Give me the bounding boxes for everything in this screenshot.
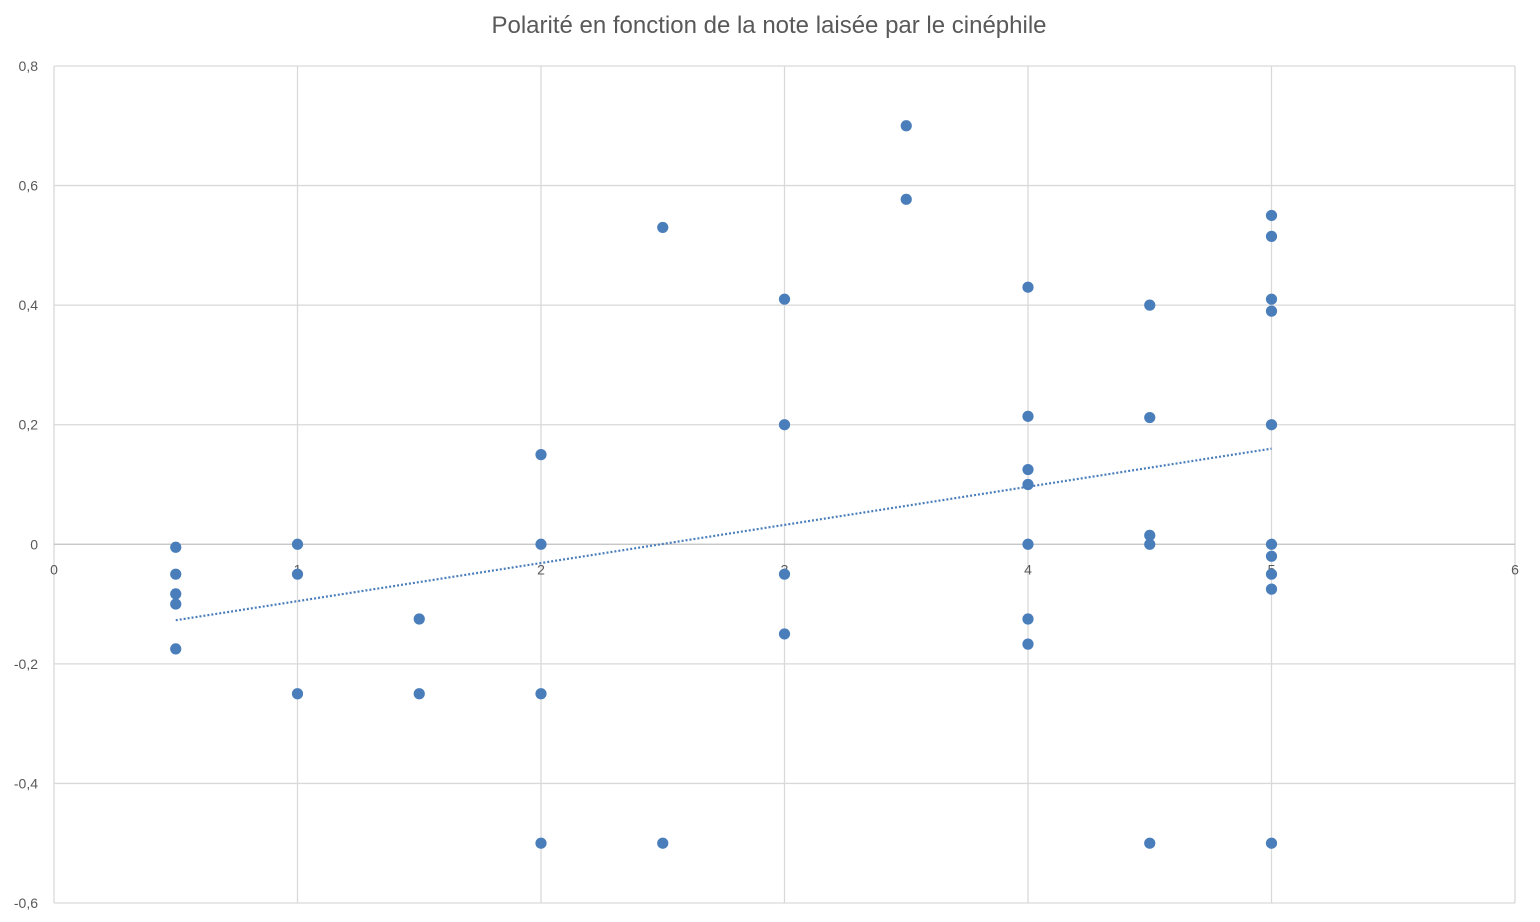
data-point xyxy=(535,837,547,849)
data-point xyxy=(1265,837,1278,849)
data-point xyxy=(535,538,547,550)
data-points xyxy=(170,120,1278,849)
data-point xyxy=(170,541,182,553)
data-point xyxy=(535,449,547,461)
data-point xyxy=(413,688,425,700)
y-tick-label: -0,2 xyxy=(14,656,38,672)
data-point xyxy=(291,538,304,550)
y-tick-label: 0,8 xyxy=(19,58,39,74)
y-tick-label: -0,6 xyxy=(14,895,38,911)
data-point xyxy=(1022,463,1034,476)
y-tick-label: 0,6 xyxy=(19,178,39,194)
chart-title: Polarité en fonction de la note laisée p… xyxy=(491,12,1046,39)
data-point xyxy=(1022,281,1034,293)
data-point xyxy=(170,598,182,610)
x-tick-label: 2 xyxy=(537,561,545,577)
data-point xyxy=(1144,411,1156,424)
data-point xyxy=(170,643,182,655)
gridlines xyxy=(53,65,1516,904)
data-point xyxy=(1022,638,1034,650)
data-point xyxy=(778,293,791,305)
x-tick-label: 4 xyxy=(1024,561,1032,577)
y-tick-label: 0,4 xyxy=(19,297,39,313)
data-point xyxy=(1144,529,1156,541)
data-point xyxy=(1144,837,1156,849)
data-point xyxy=(1265,538,1278,550)
data-point xyxy=(778,628,791,640)
data-point xyxy=(413,613,425,625)
data-point xyxy=(657,221,669,234)
y-tick-label: 0 xyxy=(30,536,38,552)
data-point xyxy=(1265,230,1278,242)
data-point xyxy=(1022,410,1034,422)
data-point xyxy=(1265,419,1278,431)
data-point xyxy=(1022,613,1034,625)
data-point xyxy=(535,688,547,700)
data-point xyxy=(1144,299,1156,311)
data-point xyxy=(291,688,304,700)
data-point xyxy=(1265,583,1278,595)
data-point xyxy=(1265,568,1278,580)
data-point xyxy=(1144,538,1156,550)
data-point xyxy=(778,568,791,580)
data-point xyxy=(1022,478,1034,491)
y-tick-label: 0,2 xyxy=(19,417,39,433)
data-point xyxy=(170,568,182,580)
data-point xyxy=(291,568,304,580)
x-tick-label: 6 xyxy=(1511,561,1519,577)
data-point xyxy=(1265,550,1278,562)
data-point xyxy=(657,837,669,849)
data-point xyxy=(170,588,182,600)
data-point xyxy=(900,193,912,205)
data-point xyxy=(1265,293,1278,305)
trendline xyxy=(175,447,1272,622)
data-point xyxy=(778,419,791,431)
data-point xyxy=(900,120,912,132)
data-point xyxy=(1265,305,1278,317)
data-point xyxy=(1265,209,1278,222)
trendline-group xyxy=(175,447,1272,622)
y-tick-label: -0,4 xyxy=(14,775,38,791)
data-point xyxy=(1022,538,1034,550)
x-tick-label: 0 xyxy=(50,561,58,577)
